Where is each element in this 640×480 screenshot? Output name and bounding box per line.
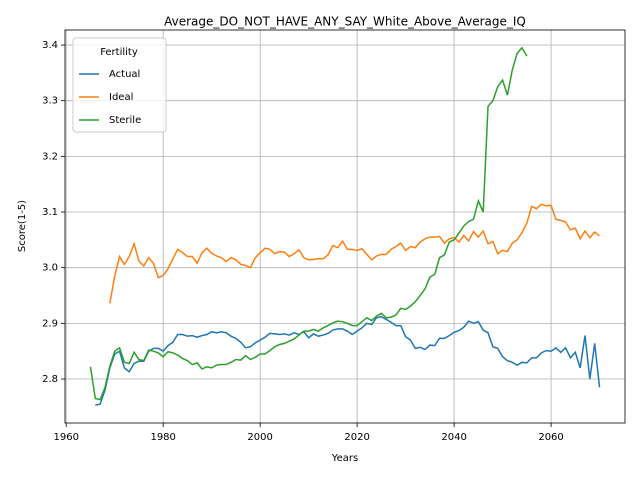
x-tick-label: 2040 (441, 432, 466, 443)
series-line (95, 315, 601, 406)
legend-box (72, 37, 167, 133)
y-tick-label: 3.1 (42, 207, 58, 218)
x-tick-label: 1980 (150, 432, 175, 443)
x-tick-label: 2020 (344, 432, 369, 443)
series-line (109, 203, 601, 304)
y-tick-label: 3.4 (42, 40, 58, 51)
y-tick-label: 2.9 (42, 318, 58, 329)
legend-label: Sterile (109, 115, 141, 126)
y-tick-label: 3.0 (42, 263, 58, 274)
x-tick-label: 2060 (538, 432, 563, 443)
series-line (89, 46, 528, 401)
y-tick-label: 3.3 (42, 96, 58, 107)
x-tick-label: 1960 (53, 432, 78, 443)
legend-title: Fertility (100, 47, 138, 58)
legend-label: Ideal (109, 92, 133, 103)
chart-title: Average_DO_NOT_HAVE_ANY_SAY_White_Above_… (164, 15, 526, 29)
legend-label: Actual (109, 69, 140, 80)
axes-frame (64, 29, 626, 424)
y-tick-label: 2.8 (42, 374, 58, 385)
x-axis-label: Years (331, 453, 358, 464)
x-tick-label: 2000 (247, 432, 272, 443)
y-axis-label: Score(1-5) (17, 200, 28, 252)
y-tick-label: 3.2 (42, 151, 58, 162)
